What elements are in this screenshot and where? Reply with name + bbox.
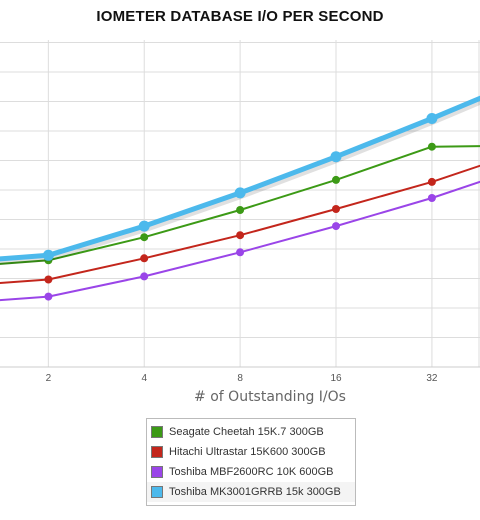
x-tick-label: 4: [141, 373, 147, 384]
data-point[interactable]: [236, 206, 245, 214]
legend-item[interactable]: Hitachi Ultrastar 15K600 300GB: [147, 442, 355, 462]
legend-swatch: [151, 446, 163, 458]
legend-swatch: [151, 486, 163, 498]
data-point[interactable]: [332, 175, 340, 184]
x-tick-label: 2: [46, 373, 52, 384]
legend-label: Toshiba MBF2600RC 10K 600GB: [169, 466, 334, 478]
legend-item[interactable]: Toshiba MBF2600RC 10K 600GB: [147, 462, 355, 482]
legend: Seagate Cheetah 15K.7 300GB Hitachi Ultr…: [146, 418, 356, 506]
legend-label: Toshiba MK3001GRRB 15k 300GB: [169, 486, 341, 498]
data-point[interactable]: [42, 249, 54, 261]
legend-item[interactable]: Toshiba MK3001GRRB 15k 300GB: [147, 482, 355, 502]
x-tick-label: 32: [426, 373, 438, 384]
legend-label: Hitachi Ultrastar 15K600 300GB: [169, 446, 326, 458]
chart-title: IOMETER DATABASE I/O PER SECOND: [96, 8, 384, 25]
legend-swatch: [151, 466, 163, 478]
data-point[interactable]: [427, 194, 436, 202]
series-group: [0, 95, 480, 302]
data-point[interactable]: [138, 220, 150, 232]
data-point[interactable]: [427, 142, 436, 151]
data-point[interactable]: [140, 233, 149, 242]
legend-item[interactable]: Seagate Cheetah 15K.7 300GB: [147, 422, 355, 442]
data-point[interactable]: [427, 177, 436, 186]
data-point[interactable]: [236, 231, 245, 240]
data-point[interactable]: [234, 187, 246, 199]
data-point[interactable]: [140, 254, 149, 263]
legend-swatch: [151, 426, 163, 438]
x-axis-label: # of Outstanding I/Os: [194, 389, 346, 405]
x-tick-label: 16: [330, 373, 342, 384]
data-point[interactable]: [236, 248, 245, 257]
data-point[interactable]: [426, 113, 438, 124]
data-point[interactable]: [332, 222, 340, 231]
data-point[interactable]: [330, 151, 342, 163]
data-point[interactable]: [44, 275, 53, 284]
x-tick-label: 8: [237, 373, 243, 384]
data-point[interactable]: [332, 205, 340, 213]
legend-label: Seagate Cheetah 15K.7 300GB: [169, 426, 324, 438]
data-point[interactable]: [44, 292, 53, 301]
data-point[interactable]: [140, 272, 149, 281]
